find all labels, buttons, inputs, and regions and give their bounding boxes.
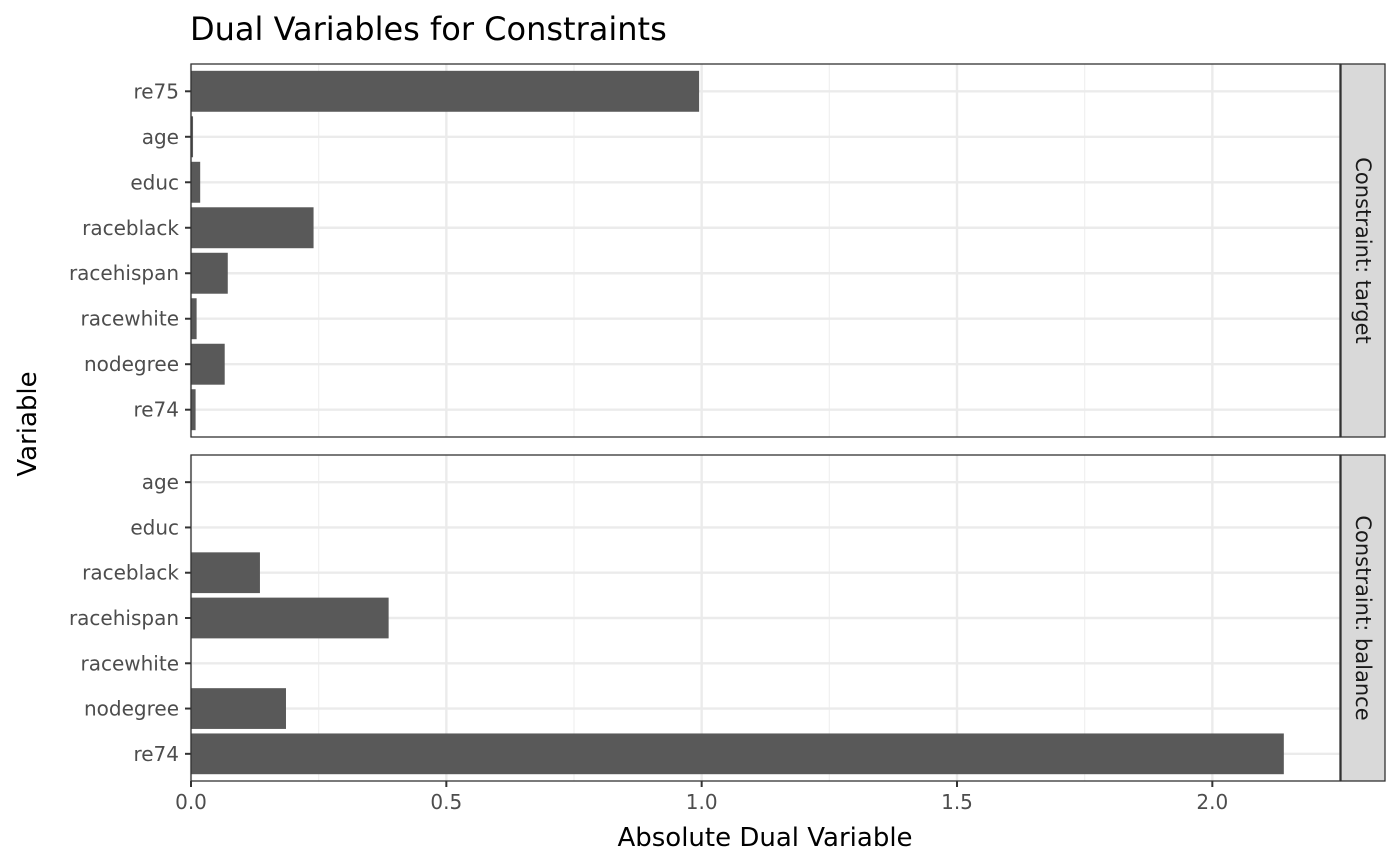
y-tick-label: nodegree	[84, 352, 179, 376]
y-axis-title: Variable	[13, 371, 43, 476]
y-tick-label: nodegree	[84, 697, 179, 721]
y-tick-label: age	[142, 470, 179, 494]
facet-strip	[1340, 454, 1386, 782]
facet-strip-label: Constraint: balance	[1351, 515, 1375, 720]
bar	[191, 298, 197, 340]
bar	[191, 252, 228, 294]
y-tick-label: racewhite	[80, 307, 179, 331]
panel-border	[190, 63, 1341, 438]
bar	[191, 597, 389, 639]
x-axis: 0.0 0.5 1.0 1.5 2.0	[175, 781, 1228, 814]
facet-strip-label: Constraint: target	[1351, 157, 1375, 343]
bar	[191, 552, 260, 594]
x-axis-title: Absolute Dual Variable	[617, 823, 912, 853]
y-tick-label: educ	[130, 515, 179, 539]
bar	[191, 343, 225, 385]
y-tick-label: racehispan	[69, 606, 179, 630]
y-tick-label: re75	[133, 79, 179, 103]
bar	[191, 207, 314, 249]
y-tick-label: re74	[133, 398, 179, 422]
x-tick-label: 1.5	[941, 790, 973, 814]
x-tick-label: 0.5	[430, 790, 462, 814]
y-tick-label: educ	[130, 170, 179, 194]
bar	[191, 116, 194, 158]
y-tick-label: re74	[133, 742, 179, 766]
bar	[191, 389, 196, 431]
bar	[191, 733, 1284, 775]
bar	[191, 161, 201, 203]
y-tick-label: raceblack	[82, 561, 179, 585]
facet-strip	[1340, 63, 1386, 438]
y-tick-label: raceblack	[82, 216, 179, 240]
panel-border	[190, 454, 1341, 782]
y-tick-label: racehispan	[69, 261, 179, 285]
panel-background	[191, 64, 1340, 437]
facet-panels: re75 age educ raceblack racehispan racewhite n…	[69, 63, 1386, 782]
chart-title: Dual Variables for Constraints	[190, 10, 667, 48]
x-tick-label: 1.0	[686, 790, 718, 814]
y-tick-label: racewhite	[80, 651, 179, 675]
bar	[191, 688, 286, 729]
bar	[191, 70, 700, 112]
x-tick-label: 0.0	[175, 790, 207, 814]
y-tick-label: age	[142, 125, 179, 149]
facet-panel: age educ raceblack racehispan racewhite nodeg…	[69, 454, 1386, 782]
x-tick-label: 2.0	[1196, 790, 1228, 814]
facet-panel: re75 age educ raceblack racehispan racewhite n…	[69, 63, 1386, 438]
